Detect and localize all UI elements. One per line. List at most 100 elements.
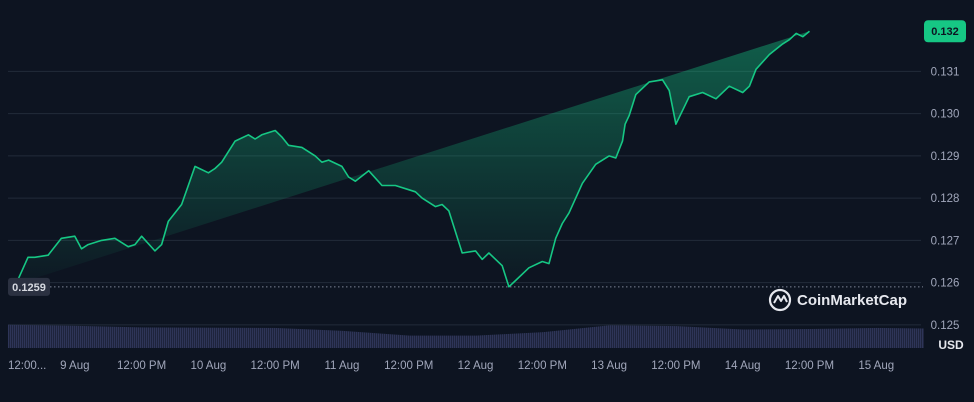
volume-bar bbox=[794, 329, 796, 348]
volume-bar bbox=[370, 332, 372, 348]
volume-bar bbox=[598, 326, 600, 348]
volume-bar bbox=[612, 325, 614, 348]
volume-bar bbox=[418, 335, 420, 348]
volume-bar bbox=[842, 328, 844, 348]
volume-bar bbox=[682, 326, 684, 348]
volume-bar bbox=[398, 334, 400, 348]
volume-bar bbox=[412, 335, 414, 348]
volume-bar bbox=[844, 328, 846, 348]
volume-bar bbox=[616, 325, 618, 348]
volume-bar bbox=[724, 328, 726, 348]
volume-bar bbox=[452, 335, 454, 348]
volume-bar bbox=[404, 335, 406, 348]
volume-bar bbox=[102, 326, 104, 348]
volume-bar bbox=[910, 328, 912, 348]
volume-bar bbox=[30, 325, 32, 348]
volume-bar bbox=[622, 325, 624, 348]
volume-bar bbox=[520, 333, 522, 348]
x-tick-label: 12:00 PM bbox=[384, 360, 433, 372]
volume-bar bbox=[422, 335, 424, 348]
volume-bar bbox=[382, 333, 384, 348]
volume-bar bbox=[158, 327, 160, 348]
volume-bar bbox=[36, 325, 38, 348]
unit-label: USD bbox=[938, 338, 964, 352]
volume-bar bbox=[816, 328, 818, 348]
volume-bar bbox=[596, 326, 598, 348]
volume-bar bbox=[894, 328, 896, 348]
volume-bar bbox=[368, 332, 370, 348]
volume-bar bbox=[188, 327, 190, 348]
volume-bar bbox=[456, 335, 458, 348]
volume-bar bbox=[70, 325, 72, 348]
brand-watermark: CoinMarketCap bbox=[768, 288, 907, 312]
volume-bar bbox=[300, 329, 302, 348]
volume-bar bbox=[488, 334, 490, 348]
volume-bar bbox=[856, 328, 858, 348]
volume-bar bbox=[64, 325, 66, 348]
volume-bar bbox=[342, 330, 344, 348]
volume-bar bbox=[436, 335, 438, 348]
volume-bar bbox=[570, 329, 572, 348]
volume-bar bbox=[872, 328, 874, 348]
volume-bar bbox=[846, 328, 848, 348]
volume-bar bbox=[114, 326, 116, 348]
volume-bar bbox=[742, 329, 744, 348]
volume-bar bbox=[402, 335, 404, 348]
volume-bar bbox=[560, 330, 562, 348]
volume-bar bbox=[270, 327, 272, 348]
volume-bar bbox=[916, 328, 918, 348]
volume-bar bbox=[740, 329, 742, 348]
volume-bar bbox=[354, 331, 356, 348]
volume-bar bbox=[280, 328, 282, 348]
volume-bar bbox=[782, 329, 784, 348]
volume-bar bbox=[848, 328, 850, 348]
volume-bar bbox=[256, 327, 258, 348]
current-price-badge: 0.132 bbox=[924, 20, 966, 43]
volume-bar bbox=[876, 327, 878, 348]
volume-bar bbox=[204, 327, 206, 348]
price-area-fill bbox=[8, 31, 810, 287]
volume-bar bbox=[420, 335, 422, 348]
volume-bar bbox=[26, 325, 28, 348]
volume-bar bbox=[716, 328, 718, 348]
volume-bar bbox=[390, 334, 392, 348]
volume-bar bbox=[28, 325, 30, 348]
volume-bar bbox=[514, 333, 516, 348]
volume-bar bbox=[186, 327, 188, 348]
volume-bar bbox=[428, 335, 430, 348]
volume-bar bbox=[512, 333, 514, 348]
brand-name: CoinMarketCap bbox=[797, 292, 907, 309]
volume-bar bbox=[374, 333, 376, 348]
volume-bar bbox=[770, 329, 772, 348]
volume-bar bbox=[738, 329, 740, 348]
volume-bar bbox=[360, 332, 362, 348]
volume-bar bbox=[522, 333, 524, 348]
volume-bar bbox=[806, 329, 808, 348]
x-tick-label: 13 Aug bbox=[591, 360, 627, 372]
volume-bar bbox=[750, 329, 752, 348]
volume-bar bbox=[388, 334, 390, 348]
volume-bar bbox=[588, 327, 590, 348]
x-tick-label: 12:00... bbox=[8, 360, 46, 372]
x-tick-label: 15 Aug bbox=[858, 360, 894, 372]
volume-bar bbox=[372, 332, 374, 348]
volume-bar bbox=[332, 330, 334, 348]
volume-bar bbox=[268, 327, 270, 348]
volume-bar bbox=[366, 332, 368, 348]
volume-bar bbox=[862, 328, 864, 348]
volume-bar bbox=[632, 325, 634, 348]
volume-bars bbox=[8, 324, 924, 348]
volume-bar bbox=[458, 335, 460, 348]
volume-bar bbox=[696, 327, 698, 348]
volume-bar bbox=[180, 327, 182, 348]
volume-bar bbox=[824, 328, 826, 348]
volume-bar bbox=[472, 335, 474, 348]
volume-bar bbox=[504, 334, 506, 348]
volume-bar bbox=[768, 329, 770, 348]
volume-bar bbox=[784, 329, 786, 348]
volume-bar bbox=[20, 324, 22, 348]
x-tick-label: 11 Aug bbox=[324, 360, 359, 372]
volume-bar bbox=[48, 325, 50, 348]
volume-bar bbox=[854, 328, 856, 348]
